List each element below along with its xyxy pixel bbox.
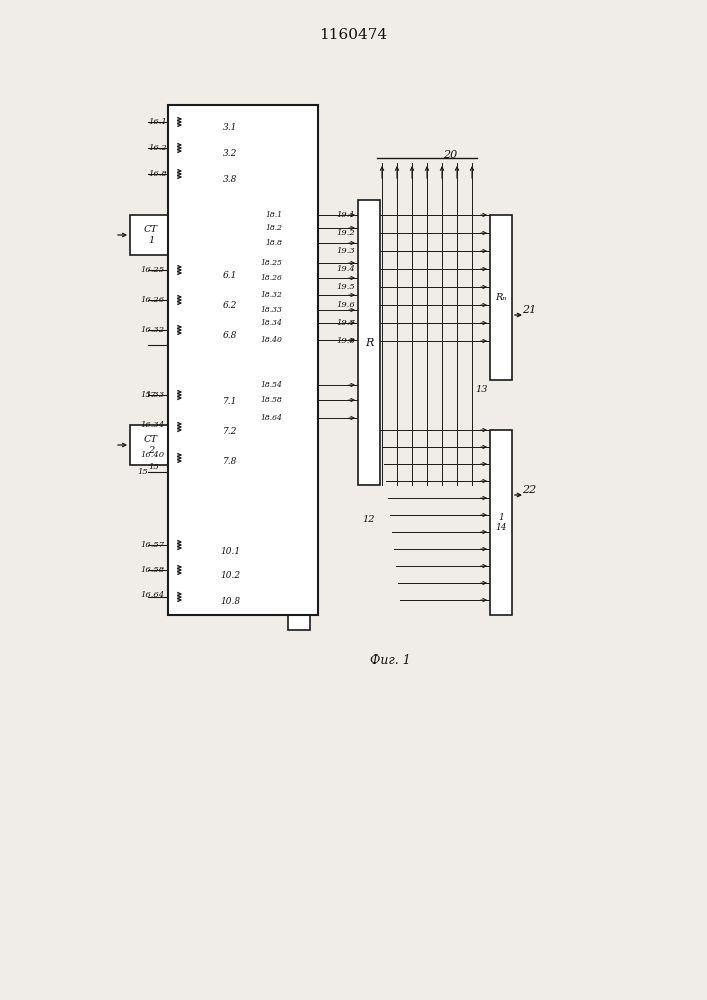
Text: 19.2: 19.2 [337,229,355,237]
Text: 10.8: 10.8 [220,596,240,605]
Text: 19.6: 19.6 [337,301,355,309]
Text: 16.34: 16.34 [140,421,164,429]
Text: 15: 15 [137,468,148,476]
Text: 16.26: 16.26 [140,296,164,304]
Text: 15.33: 15.33 [140,391,164,399]
Text: 1160474: 1160474 [319,28,387,42]
Text: 18.34: 18.34 [260,319,282,327]
Text: 18.33: 18.33 [260,306,282,314]
Text: 18.8: 18.8 [265,239,282,247]
Text: 18.2: 18.2 [265,224,282,232]
Text: 18.26: 18.26 [260,274,282,282]
Text: 6.8: 6.8 [223,332,237,340]
Text: 3.2: 3.2 [223,149,237,158]
Text: R: R [365,338,373,348]
Text: Rₙ: Rₙ [496,293,507,302]
Text: 6.1: 6.1 [223,271,237,280]
Bar [210,540,250,562]
Bar [210,169,250,191]
Text: Фиг. 1: Фиг. 1 [370,654,410,666]
Text: 7.8: 7.8 [223,456,237,466]
Bar [210,565,250,587]
Bar [288,210,310,630]
Text: 16.8: 16.8 [148,170,167,178]
Bar [210,450,250,472]
Bar [490,215,512,380]
Text: 16.40: 16.40 [140,451,164,459]
Bar [358,200,380,485]
Text: 17: 17 [145,391,156,399]
Text: 18.40: 18.40 [260,336,282,344]
Bar [185,255,265,340]
Text: CT
1: CT 1 [144,225,158,245]
Text: 3.1: 3.1 [223,123,237,132]
Bar [130,425,172,465]
Text: 22: 22 [522,485,536,495]
Text: 19.8: 19.8 [337,337,355,345]
Bar [185,108,265,193]
Text: 19.5: 19.5 [337,283,355,291]
Text: 16.64: 16.64 [140,591,164,599]
Text: 7.1: 7.1 [223,396,237,406]
Text: 13: 13 [476,385,489,394]
Text: 19.4: 19.4 [337,265,355,273]
Bar [210,295,250,317]
Text: 19.1: 19.1 [337,211,355,219]
Text: 16.57: 16.57 [140,541,164,549]
Text: 18.1: 18.1 [265,211,282,219]
Text: 10.1: 10.1 [220,546,240,556]
Bar [210,420,250,442]
Text: 6.2: 6.2 [223,302,237,310]
Text: 16.2: 16.2 [148,144,167,152]
Bar [490,430,512,615]
Bar [210,143,250,165]
Text: 18.32: 18.32 [260,291,282,299]
Text: 16.25: 16.25 [140,266,164,274]
Bar [210,265,250,287]
Text: CT
2: CT 2 [144,435,158,455]
Bar [210,325,250,347]
Bar [168,105,318,615]
Bar [185,380,265,465]
Text: 15: 15 [148,463,159,471]
Text: 16.32: 16.32 [140,326,164,334]
Text: 10.2: 10.2 [220,572,240,580]
Text: 18.54: 18.54 [260,381,282,389]
Bar [210,390,250,412]
Bar [130,215,172,255]
Text: 16.1: 16.1 [148,118,167,126]
Text: 12: 12 [363,516,375,524]
Text: 18.58: 18.58 [260,396,282,404]
Text: 20: 20 [443,150,457,160]
Text: 19.3: 19.3 [337,247,355,255]
Text: 18.25: 18.25 [260,259,282,267]
Text: 16.58: 16.58 [140,566,164,574]
Text: 18.64: 18.64 [260,414,282,422]
Text: 3.8: 3.8 [223,176,237,184]
Text: 1
14: 1 14 [495,513,507,532]
Bar [210,590,250,612]
Bar [210,117,250,139]
Text: 19.7: 19.7 [337,319,355,327]
Text: 21: 21 [522,305,536,315]
Text: 7.2: 7.2 [223,426,237,436]
Bar [185,530,265,605]
